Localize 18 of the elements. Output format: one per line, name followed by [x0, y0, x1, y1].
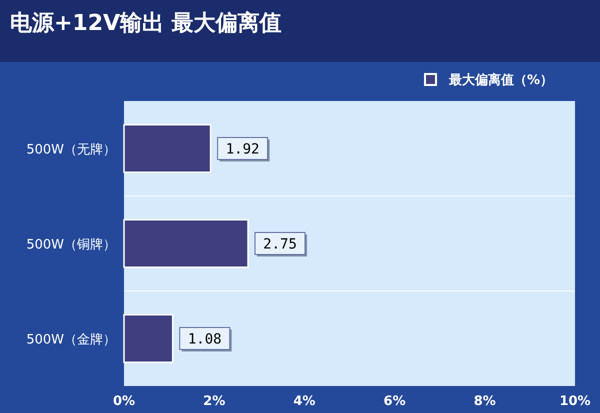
x-tick-label: 0% — [112, 394, 136, 409]
bar — [123, 314, 174, 363]
data-label: 1.08 — [188, 332, 222, 348]
bar — [123, 124, 212, 173]
x-tick-label: 10% — [559, 394, 591, 409]
data-label: 2.75 — [263, 236, 297, 252]
legend-label: 最大偏离值（%） — [448, 72, 554, 88]
title: 电源+12V输出 最大偏离值 — [10, 11, 282, 36]
data-label: 1.92 — [226, 142, 260, 158]
x-tick-label: 4% — [293, 394, 316, 409]
y-tick-label: 500W（无牌） — [26, 142, 116, 158]
y-tick-label: 500W（铜牌） — [26, 238, 116, 252]
bar — [123, 219, 249, 268]
y-tick-label: 500W（金牌） — [26, 332, 116, 348]
legend: 最大偏离值（%） — [424, 73, 554, 88]
x-tick-label: 6% — [384, 394, 406, 409]
x-tick-label: 2% — [203, 394, 226, 409]
x-tick-label: 8% — [474, 394, 496, 409]
